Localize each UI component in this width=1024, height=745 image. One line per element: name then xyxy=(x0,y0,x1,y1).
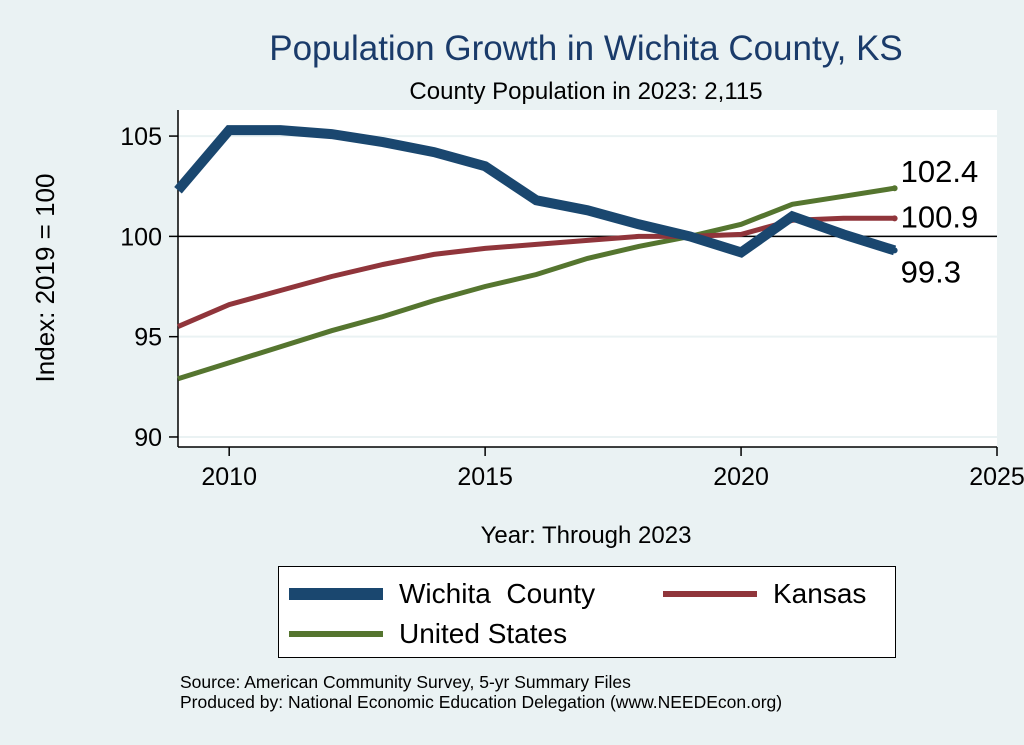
legend-swatch-united-states xyxy=(289,631,383,637)
series-end-point-1 xyxy=(891,215,898,222)
end-label-2: 102.4 xyxy=(901,154,979,189)
y-axis-label: Index: 2019 = 100 xyxy=(30,174,60,383)
series-end-point-0 xyxy=(891,247,898,254)
x-tick-label: 2015 xyxy=(457,463,513,491)
x-tick-label: 2020 xyxy=(713,463,769,491)
legend-label-kansas: Kansas xyxy=(773,578,867,609)
y-tick-label: 90 xyxy=(134,424,162,452)
legend-item-united-states: United States xyxy=(289,618,568,649)
legend-item-kansas: Kansas xyxy=(663,578,867,609)
end-label-0: 99.3 xyxy=(901,254,961,289)
y-tick-label: 105 xyxy=(120,123,162,151)
source-line: Source: American Community Survey, 5-yr … xyxy=(180,672,631,692)
series-layer xyxy=(174,125,898,382)
x-tick-label: 2010 xyxy=(201,463,257,491)
end-label-1: 100.9 xyxy=(901,199,979,234)
legend-label-united-states: United States xyxy=(399,618,568,649)
legend-swatch-wichita xyxy=(289,588,383,600)
legend-swatch-kansas xyxy=(663,591,757,597)
chart-title: Population Growth in Wichita County, KS xyxy=(269,29,903,68)
legend-item-wichita: Wichita County xyxy=(289,578,596,609)
labels-layer: 99.3 100.9 102.4 xyxy=(901,154,979,289)
producer-line: Produced by: National Economic Education… xyxy=(180,692,783,712)
plot-area xyxy=(178,110,997,447)
legend: Wichita County Kansas United States xyxy=(278,566,896,658)
chart-subtitle: County Population in 2023: 2,115 xyxy=(409,78,762,105)
x-tick-label: 2025 xyxy=(969,463,1024,491)
y-tick-label: 100 xyxy=(120,223,162,251)
source-note: Source: American Community Survey, 5-yr … xyxy=(180,672,782,712)
series-line-0 xyxy=(174,125,897,258)
series-line-2 xyxy=(177,185,895,382)
series-end-point-2 xyxy=(891,185,898,192)
y-tick-label: 95 xyxy=(134,324,162,352)
x-axis-label: Year: Through 2023 xyxy=(481,522,692,549)
legend-label-wichita: Wichita County xyxy=(399,578,596,609)
axes-layer: 90 95 100 105 2010 2015 2020 2025 xyxy=(120,110,1024,491)
